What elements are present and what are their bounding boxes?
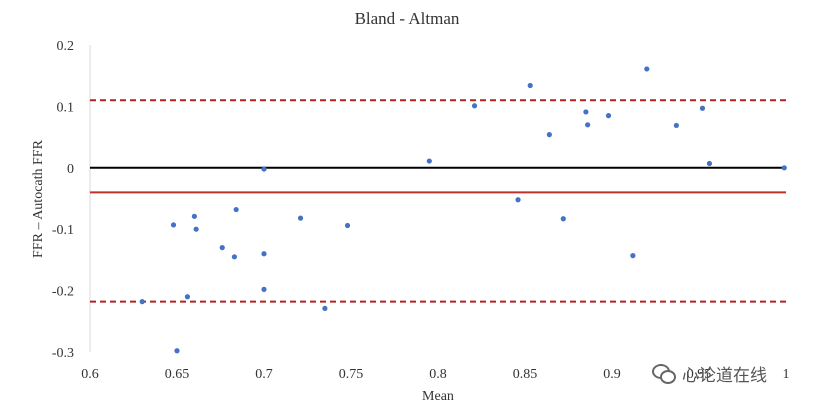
- data-point: [261, 166, 267, 172]
- y-tick-label: -0.1: [52, 223, 74, 238]
- data-point: [583, 109, 589, 115]
- chart-title: Bland - Altman: [355, 9, 460, 28]
- data-points: [139, 66, 787, 354]
- watermark-text: 心论道在线: [682, 365, 767, 386]
- data-point: [170, 222, 177, 228]
- x-tick-label: 0.75: [339, 367, 364, 382]
- x-tick-label: 0.6: [81, 367, 99, 382]
- data-point: [546, 132, 552, 138]
- data-point: [699, 105, 706, 111]
- data-point: [673, 122, 679, 129]
- data-point: [233, 206, 239, 213]
- data-point: [297, 215, 304, 221]
- y-tick-label: -0.2: [52, 285, 74, 300]
- data-point: [184, 294, 191, 300]
- data-point: [527, 82, 533, 89]
- x-tick-label: 0.65: [165, 367, 190, 382]
- x-axis-title: Mean: [422, 389, 454, 404]
- y-tick-label: 0.2: [57, 39, 75, 54]
- data-point: [605, 113, 612, 119]
- data-point: [560, 216, 566, 222]
- data-point: [471, 103, 478, 109]
- data-point: [174, 348, 180, 354]
- watermark: 心论道在线: [652, 360, 767, 386]
- reference-lines: [90, 99, 786, 303]
- x-tick-label: 0.8: [429, 367, 447, 382]
- data-point: [781, 165, 787, 171]
- y-axis-title: FFR – Autocath FFR: [31, 139, 46, 258]
- data-point: [322, 305, 328, 312]
- y-tick-label: -0.3: [52, 346, 74, 361]
- data-point: [630, 253, 636, 259]
- data-point: [706, 160, 713, 167]
- x-tick-label: 0.85: [513, 367, 538, 382]
- x-tick-label: 0.7: [255, 367, 273, 382]
- x-tick-label: 1: [783, 367, 790, 382]
- data-point: [515, 197, 521, 203]
- data-point: [231, 254, 238, 260]
- data-point: [191, 213, 197, 219]
- x-tick-label: 0.9: [603, 367, 621, 382]
- x-tick-label: 0.95: [687, 367, 712, 382]
- data-point: [585, 122, 591, 128]
- data-point: [644, 66, 650, 72]
- data-point: [261, 251, 267, 257]
- data-point: [426, 158, 432, 164]
- tick-labels: 0.2 0.1 0 -0.1 -0.2 -0.3 0.6 0.65 0.7 0.75 0.8 0.85…: [52, 39, 790, 382]
- data-point: [261, 286, 267, 292]
- data-point: [139, 299, 145, 305]
- data-point: [193, 226, 199, 232]
- y-tick-label: 0: [67, 162, 74, 177]
- wechat-icon: [652, 362, 676, 384]
- data-point: [344, 222, 351, 229]
- data-point: [219, 245, 225, 251]
- y-tick-label: 0.1: [57, 100, 75, 115]
